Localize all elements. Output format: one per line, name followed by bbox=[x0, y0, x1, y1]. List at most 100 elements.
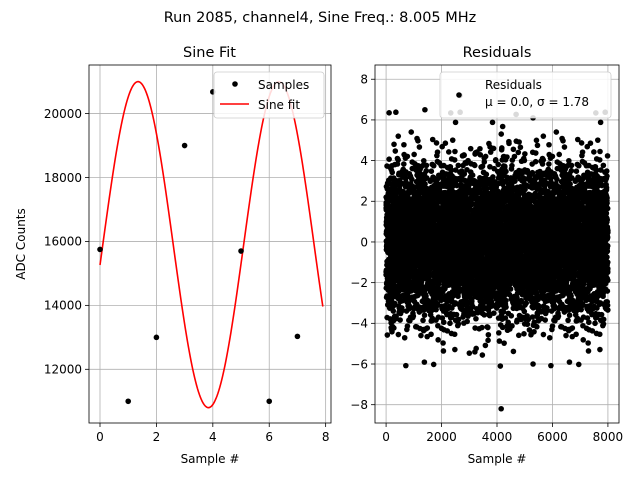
residual-point bbox=[461, 153, 467, 159]
residual-point bbox=[503, 169, 509, 175]
residual-point bbox=[508, 286, 514, 292]
residual-point bbox=[420, 318, 426, 324]
residual-point bbox=[511, 349, 517, 355]
sine-fit-xlabel: Sample # bbox=[181, 452, 240, 466]
residual-point bbox=[495, 162, 501, 168]
residual-point bbox=[415, 138, 421, 144]
legend-sinefit-label: Sine fit bbox=[258, 98, 300, 112]
sample-point bbox=[295, 334, 301, 340]
sine-fit-ylabel: ADC Counts bbox=[14, 208, 28, 280]
residual-point bbox=[389, 170, 395, 176]
residual-point bbox=[468, 146, 474, 152]
residual-point bbox=[506, 141, 512, 147]
y-tick-label: 12000 bbox=[44, 363, 82, 377]
residual-point bbox=[395, 133, 401, 139]
residual-point bbox=[397, 317, 403, 323]
residual-point bbox=[424, 325, 430, 331]
residual-point bbox=[516, 333, 522, 339]
sine-fit-samples bbox=[97, 89, 300, 404]
residual-point bbox=[391, 142, 397, 148]
sample-point bbox=[238, 248, 244, 254]
residual-point bbox=[503, 304, 509, 310]
residual-point bbox=[405, 323, 411, 329]
residual-point bbox=[403, 363, 409, 369]
sample-point bbox=[154, 335, 160, 341]
residual-point bbox=[484, 172, 490, 178]
residual-point bbox=[435, 149, 441, 155]
residual-point bbox=[501, 340, 507, 346]
residual-point bbox=[477, 146, 483, 152]
legend-samples-marker bbox=[232, 81, 238, 87]
residual-point bbox=[402, 335, 408, 341]
figure-suptitle: Run 2085, channel4, Sine Freq.: 8.005 MH… bbox=[164, 10, 477, 26]
residual-point bbox=[512, 178, 518, 184]
residual-point bbox=[396, 332, 402, 338]
residual-point bbox=[516, 139, 522, 145]
y-tick-label: 20000 bbox=[44, 107, 82, 121]
residual-point bbox=[502, 164, 508, 170]
residual-point bbox=[490, 120, 496, 126]
residual-point bbox=[452, 149, 458, 155]
sample-point bbox=[97, 247, 103, 253]
residual-point bbox=[469, 299, 475, 305]
x-tick-label: 0 bbox=[96, 430, 104, 444]
residual-point bbox=[405, 154, 411, 160]
residual-point bbox=[390, 308, 396, 314]
sine-fit-legend: Samples Sine fit bbox=[214, 72, 324, 118]
residual-point bbox=[453, 120, 459, 126]
residual-point bbox=[422, 312, 428, 318]
residual-point bbox=[467, 350, 473, 356]
residual-point bbox=[473, 346, 479, 352]
residual-point bbox=[440, 340, 446, 346]
residuals-title: Residuals bbox=[463, 45, 532, 61]
residual-point bbox=[434, 140, 440, 146]
residual-point bbox=[443, 140, 449, 146]
residual-point bbox=[499, 145, 505, 151]
residual-point bbox=[408, 129, 414, 135]
y-tick-label: 14000 bbox=[44, 299, 82, 313]
x-tick-label: 2 bbox=[153, 430, 161, 444]
sample-point bbox=[266, 398, 272, 404]
residual-point bbox=[393, 148, 399, 154]
residual-point bbox=[452, 347, 458, 353]
residual-point bbox=[498, 131, 504, 137]
residual-point bbox=[472, 163, 478, 169]
y-tick-label: 16000 bbox=[44, 235, 82, 249]
residual-point bbox=[411, 152, 417, 158]
residual-point bbox=[385, 332, 391, 338]
legend-samples-label: Samples bbox=[258, 78, 309, 92]
sine-fit-curve bbox=[100, 82, 323, 408]
residual-point bbox=[452, 157, 458, 163]
residual-point bbox=[482, 159, 488, 165]
residual-point bbox=[490, 174, 496, 180]
x-tick-label: 6 bbox=[265, 430, 273, 444]
residual-point bbox=[479, 325, 485, 331]
residual-point bbox=[497, 338, 503, 344]
residual-point bbox=[464, 319, 470, 325]
residual-point bbox=[452, 331, 458, 337]
residual-point bbox=[401, 142, 407, 148]
residual-point bbox=[491, 310, 497, 316]
residual-point bbox=[483, 343, 489, 349]
residual-point bbox=[480, 352, 486, 358]
residual-point bbox=[473, 316, 479, 322]
residual-point bbox=[428, 331, 434, 337]
residual-point bbox=[424, 163, 430, 169]
residual-point bbox=[447, 320, 453, 326]
residual-point bbox=[395, 157, 401, 163]
residual-point bbox=[441, 319, 447, 325]
residual-point bbox=[417, 144, 423, 150]
residual-point bbox=[511, 146, 517, 152]
residual-point bbox=[518, 144, 524, 150]
residual-point bbox=[508, 313, 514, 319]
residual-point bbox=[483, 154, 489, 160]
residual-point bbox=[470, 172, 476, 178]
residual-point bbox=[455, 163, 461, 169]
residual-point bbox=[512, 154, 518, 160]
residual-point bbox=[386, 156, 392, 162]
residual-point bbox=[422, 359, 428, 365]
